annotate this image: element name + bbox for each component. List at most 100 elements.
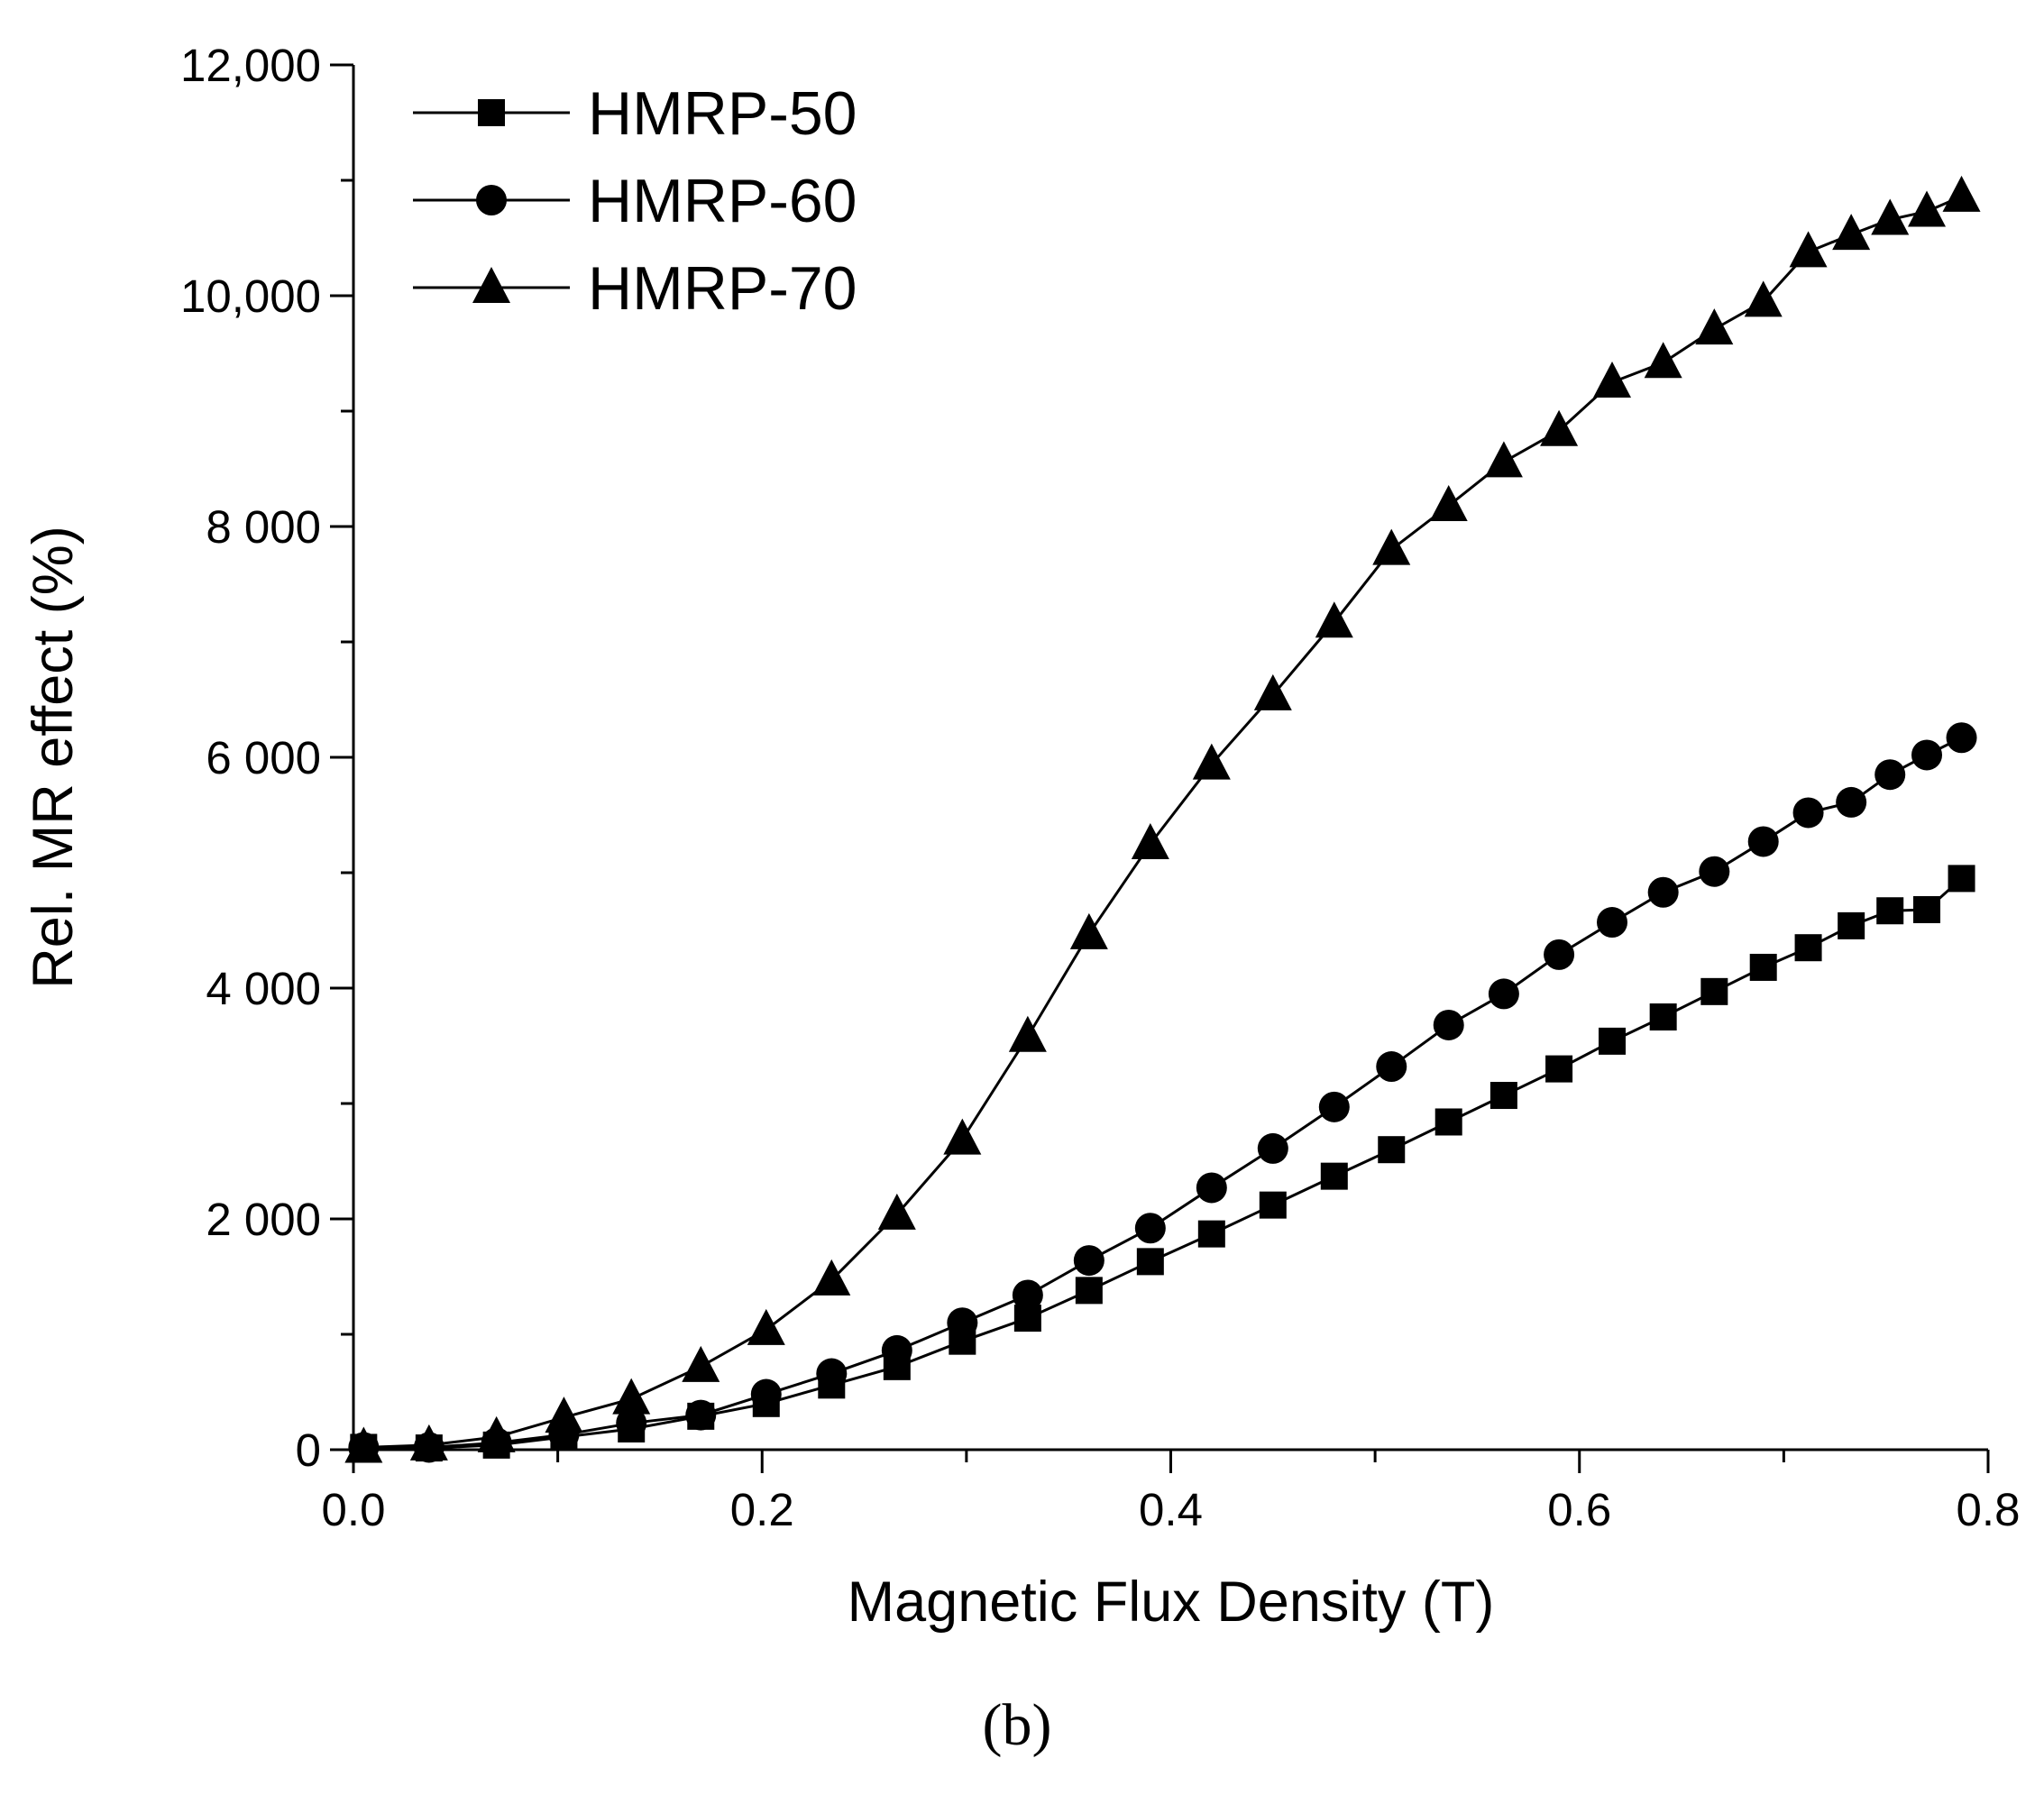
data-point (1315, 601, 1353, 638)
data-point (1259, 1191, 1287, 1219)
data-point (1871, 198, 1910, 235)
data-point (1942, 175, 1981, 212)
data-point (1747, 826, 1779, 857)
data-point (1257, 1132, 1288, 1164)
data-point (1008, 1015, 1047, 1052)
data-point (682, 1345, 720, 1382)
data-point (1874, 759, 1906, 791)
data-point (1069, 912, 1108, 949)
data-point (1647, 876, 1679, 908)
legend-item: HMRP-70 (413, 254, 857, 323)
data-point (1832, 214, 1871, 251)
data-point (1318, 1091, 1350, 1122)
data-point (1593, 362, 1632, 398)
y-tick-label: 4 000 (206, 963, 321, 1014)
data-point (816, 1358, 848, 1389)
data-point (1192, 743, 1231, 780)
data-point (1749, 953, 1777, 981)
data-point (1488, 978, 1519, 1010)
data-point (1376, 1051, 1407, 1083)
ticks-layer: 0 2 000 4 000 6 000 8 000 10,000 12,000 0.0 0.2 0… (180, 40, 2020, 1535)
data-point (877, 1193, 916, 1230)
data-point (1136, 1248, 1164, 1276)
data-point (1644, 342, 1682, 379)
y-tick-label: 0 (296, 1424, 321, 1476)
data-point (1545, 1055, 1573, 1083)
data-point (1946, 722, 1977, 754)
data-point (1196, 1172, 1227, 1204)
data-point (1131, 823, 1169, 859)
legend-label: HMRP-70 (588, 254, 857, 323)
data-point (685, 1399, 717, 1431)
legend-item: HMRP-50 (413, 79, 857, 148)
data-point (1836, 786, 1867, 818)
data-point (1699, 856, 1730, 887)
y-tick-label: 6 000 (206, 732, 321, 783)
y-tick-label: 10,000 (180, 270, 321, 322)
data-point (1434, 1108, 1462, 1136)
data-point (881, 1334, 912, 1366)
x-tick-label: 0.2 (730, 1484, 794, 1535)
legend-label: HMRP-50 (588, 79, 857, 148)
data-point (1908, 190, 1947, 227)
data-point (616, 1407, 647, 1439)
data-point (812, 1259, 851, 1296)
data-point (1599, 1027, 1627, 1055)
data-point (1649, 1003, 1677, 1030)
data-point (1489, 1082, 1517, 1110)
data-point (1913, 895, 1941, 923)
legend-item: HMRP-60 (413, 167, 857, 235)
data-point (1794, 934, 1822, 962)
data-point (1012, 1279, 1043, 1311)
data-point (1484, 441, 1523, 478)
data-point (1700, 977, 1728, 1005)
data-point (1876, 897, 1904, 925)
panel-label: (b) (983, 1692, 1052, 1758)
data-point (1073, 1245, 1104, 1277)
data-point (477, 1415, 516, 1452)
data-point (1948, 865, 1975, 893)
data-point (750, 1378, 782, 1410)
y-axis-title: Rel. MR effect (%) (22, 526, 85, 988)
data-point (612, 1378, 651, 1415)
x-tick-label: 0.6 (1547, 1484, 1611, 1535)
data-point (1911, 739, 1943, 771)
data-point (1429, 484, 1468, 521)
data-point (1544, 939, 1575, 970)
data-point (1789, 231, 1828, 268)
y-tick-label: 12,000 (180, 40, 321, 91)
data-point (1253, 673, 1292, 710)
y-tick-label: 2 000 (206, 1194, 321, 1245)
data-point (1134, 1213, 1166, 1244)
data-point (943, 1118, 982, 1155)
y-tick-label: 8 000 (206, 501, 321, 553)
x-tick-label: 0.8 (1957, 1484, 2021, 1535)
data-point (545, 1397, 583, 1433)
x-axis-title: Magnetic Flux Density (T) (848, 1571, 1495, 1634)
data-point (409, 1424, 448, 1461)
data-point (1197, 1220, 1225, 1248)
data-point (1744, 280, 1783, 317)
series-HMRP-70 (344, 175, 1981, 1463)
x-tick-label: 0.0 (322, 1484, 386, 1535)
data-point (1597, 907, 1628, 939)
data-point (1433, 1009, 1464, 1040)
data-point (1792, 797, 1824, 829)
data-point (1320, 1162, 1348, 1190)
data-point (1838, 911, 1865, 939)
series-layer (344, 175, 1981, 1463)
legend-marker (472, 267, 510, 303)
data-point (1540, 409, 1579, 446)
x-tick-label: 0.4 (1139, 1484, 1203, 1535)
data-point (1695, 308, 1734, 345)
legend-marker (478, 99, 505, 126)
data-point (1075, 1277, 1103, 1305)
data-point (1372, 528, 1411, 565)
data-point (747, 1308, 785, 1345)
data-point (947, 1307, 978, 1339)
legend: HMRP-50 HMRP-60 HMRP-70 (413, 79, 857, 323)
legend-label: HMRP-60 (588, 167, 857, 235)
data-point (1378, 1136, 1406, 1164)
